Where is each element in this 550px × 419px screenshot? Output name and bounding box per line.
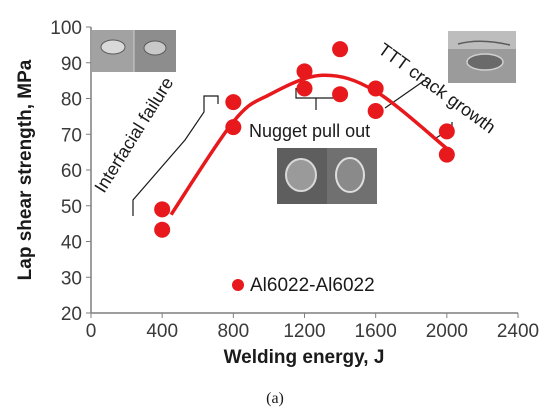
- inset-image-nugget: [277, 148, 377, 204]
- annotation-nugget-pull-out: Nugget pull out: [249, 121, 370, 141]
- bracket-interfacial: [132, 95, 219, 216]
- y-tick-label: 40: [61, 233, 82, 254]
- y-tick-label: 70: [61, 125, 82, 146]
- y-axis-title: Lap shear strength, MPa: [15, 59, 36, 280]
- annotation-interfacial-failure: Interfacial failure: [90, 74, 177, 197]
- x-axis-ticks: 0 400 800 1200 1600 2000 2400: [86, 313, 539, 342]
- data-point: [225, 94, 242, 111]
- x-tick-label: 1200: [283, 321, 325, 342]
- trend-curve: [169, 73, 448, 216]
- data-point: [296, 80, 313, 97]
- inset-image-ttt: [448, 31, 516, 83]
- data-point: [154, 221, 171, 238]
- data-point: [296, 63, 313, 80]
- figure-caption: (a): [266, 390, 284, 407]
- x-tick-label: 400: [146, 321, 178, 342]
- data-point: [154, 201, 171, 218]
- x-tick-label: 2400: [497, 321, 539, 342]
- y-tick-label: 90: [61, 54, 82, 75]
- x-tick-label: 1600: [355, 321, 397, 342]
- legend-marker: [232, 279, 244, 291]
- data-point: [367, 103, 384, 120]
- y-tick-label: 20: [61, 304, 82, 325]
- x-tick-label: 2000: [426, 321, 468, 342]
- inset-image-interfacial: [92, 30, 176, 72]
- legend: Al6022-Al6022: [232, 275, 375, 296]
- y-tick-label: 60: [61, 161, 82, 182]
- legend-label: Al6022-Al6022: [250, 275, 375, 296]
- data-point: [332, 86, 349, 103]
- data-points: [154, 41, 455, 238]
- y-tick-label: 30: [61, 268, 82, 289]
- y-axis-ticks: 20 30 40 50 60 70 80 90 100: [50, 18, 91, 325]
- y-tick-label: 80: [61, 90, 82, 111]
- x-tick-label: 800: [217, 321, 249, 342]
- data-point: [438, 123, 455, 140]
- x-axis-title: Welding energy, J: [224, 347, 385, 368]
- data-point: [367, 80, 384, 97]
- x-tick-label: 0: [86, 321, 97, 342]
- y-tick-label: 100: [50, 18, 82, 39]
- y-tick-label: 50: [61, 197, 82, 218]
- data-point: [438, 146, 455, 163]
- data-point: [225, 119, 242, 136]
- data-point: [332, 41, 349, 58]
